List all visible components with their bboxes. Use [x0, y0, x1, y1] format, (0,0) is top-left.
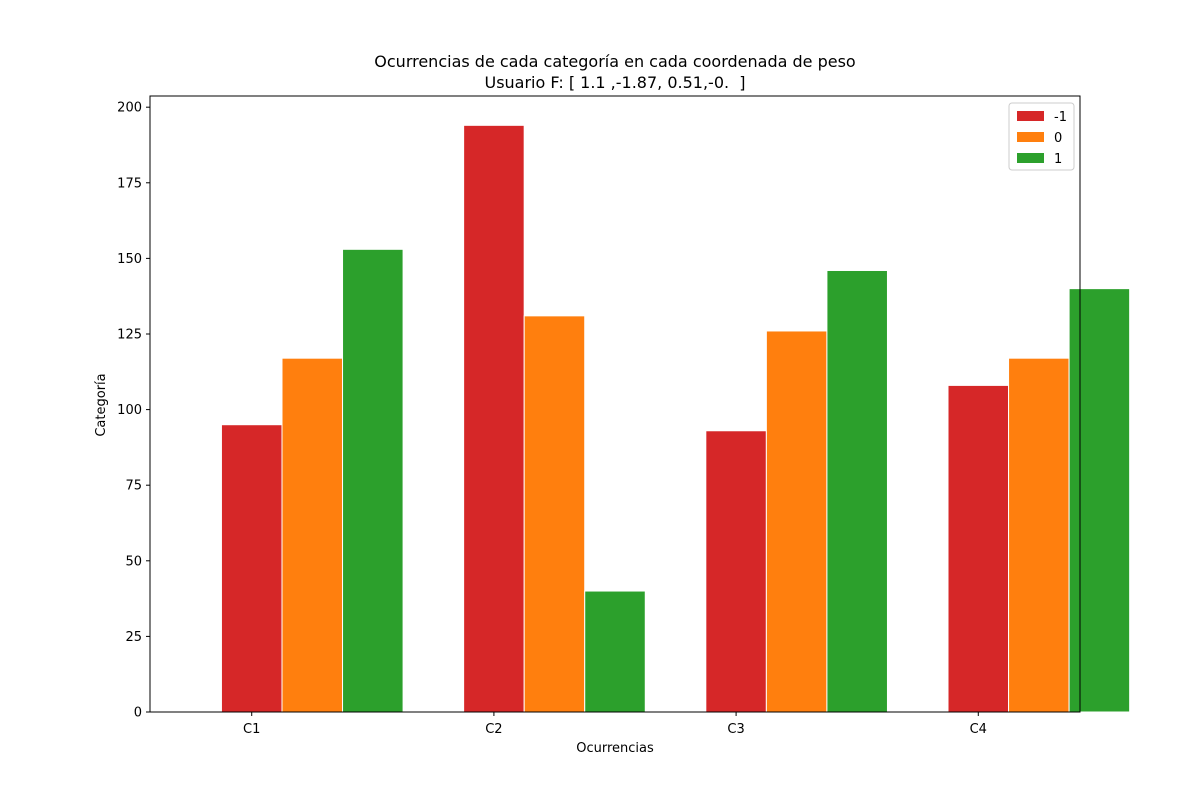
legend-label-series-0: -1: [1054, 110, 1067, 125]
legend-label-series-1: 0: [1054, 131, 1062, 146]
x-axis-label: Ocurrencias: [576, 741, 654, 756]
chart-subtitle: Usuario F: [ 1.1 ,-1.87, 0.51,-0. ]: [484, 73, 745, 92]
y-axis-label: Categoría: [94, 373, 109, 436]
bar-c4-series-2: [1068, 288, 1131, 713]
y-axis: 0 25 50 75 100 125 150 175 200: [117, 101, 150, 721]
bar-c2-series-2: [584, 590, 646, 713]
x-axis: C1 C2 C3 C4: [243, 712, 987, 737]
bar-c2-series-1: [523, 315, 586, 713]
bar-c1-series-2: [342, 248, 404, 713]
legend-swatch-series-1: [1017, 132, 1044, 142]
y-tick-label: 25: [125, 630, 142, 645]
legend: -1 0 1: [1008, 102, 1075, 171]
y-tick-label: 150: [117, 252, 142, 267]
bar-c4-series-1: [1008, 357, 1070, 713]
bar-c3-series-0: [705, 430, 767, 713]
y-tick-label: 175: [117, 176, 142, 191]
x-tick-label-c2: C2: [485, 722, 502, 737]
legend-swatch-series-2: [1017, 153, 1044, 163]
x-tick-label-c3: C3: [727, 722, 744, 737]
y-tick-label: 125: [117, 327, 142, 342]
bar-c4-series-0: [947, 384, 1010, 713]
legend-swatch-series-0: [1017, 111, 1044, 121]
y-tick-label: 200: [117, 101, 142, 116]
y-tick-label: 100: [117, 403, 142, 418]
plot-frame: [149, 95, 1081, 713]
x-tick-label-c4: C4: [970, 722, 987, 737]
bar-c2-series-0: [463, 124, 525, 713]
bar-c1-series-0: [220, 424, 283, 713]
bar-c3-series-2: [826, 269, 888, 713]
bar-c3-series-1: [765, 330, 828, 713]
x-tick-label-c1: C1: [243, 722, 260, 737]
y-tick-label: 75: [125, 479, 142, 494]
y-tick-label: 50: [125, 554, 142, 569]
bar-c1-series-1: [281, 357, 344, 713]
bars-group: [220, 124, 1131, 713]
legend-label-series-2: 1: [1054, 152, 1062, 167]
chart-title: Ocurrencias de cada categoría en cada co…: [374, 52, 855, 71]
y-tick-label: 0: [134, 706, 142, 721]
